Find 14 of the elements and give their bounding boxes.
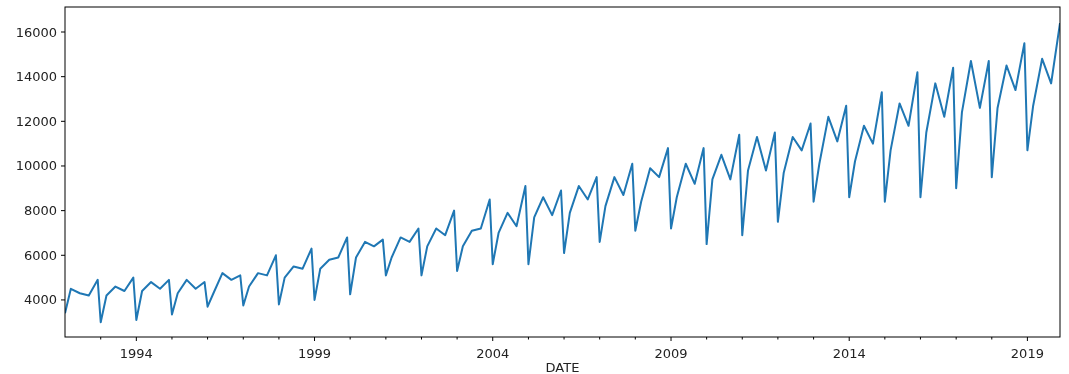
y-tick-label: 14000	[15, 69, 57, 85]
y-tick-label: 4000	[23, 292, 57, 308]
x-tick-label: 2019	[1010, 346, 1044, 361]
x-axis-title: DATE	[545, 360, 580, 374]
x-tick-label: 2009	[654, 346, 688, 361]
y-tick-label: 12000	[15, 113, 57, 129]
x-tick-label: 1999	[297, 346, 332, 361]
y-tick-label: 10000	[15, 158, 57, 174]
x-tick-label: 2014	[832, 346, 866, 361]
y-tick-label: 16000	[15, 24, 57, 40]
x-tick-label: 1994	[119, 346, 153, 361]
y-tick-label: 6000	[23, 247, 57, 263]
x-tick-label: 2004	[476, 346, 510, 361]
y-tick-label: 8000	[23, 203, 57, 219]
